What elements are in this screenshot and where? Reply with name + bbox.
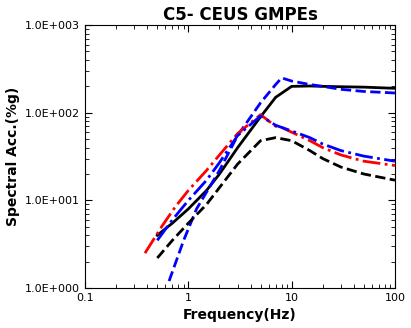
Y-axis label: Spectral Acc.(%g): Spectral Acc.(%g) <box>6 87 20 226</box>
X-axis label: Frequency(Hz): Frequency(Hz) <box>183 308 297 322</box>
Text: C5- CEUS GMPEs: C5- CEUS GMPEs <box>163 6 317 24</box>
